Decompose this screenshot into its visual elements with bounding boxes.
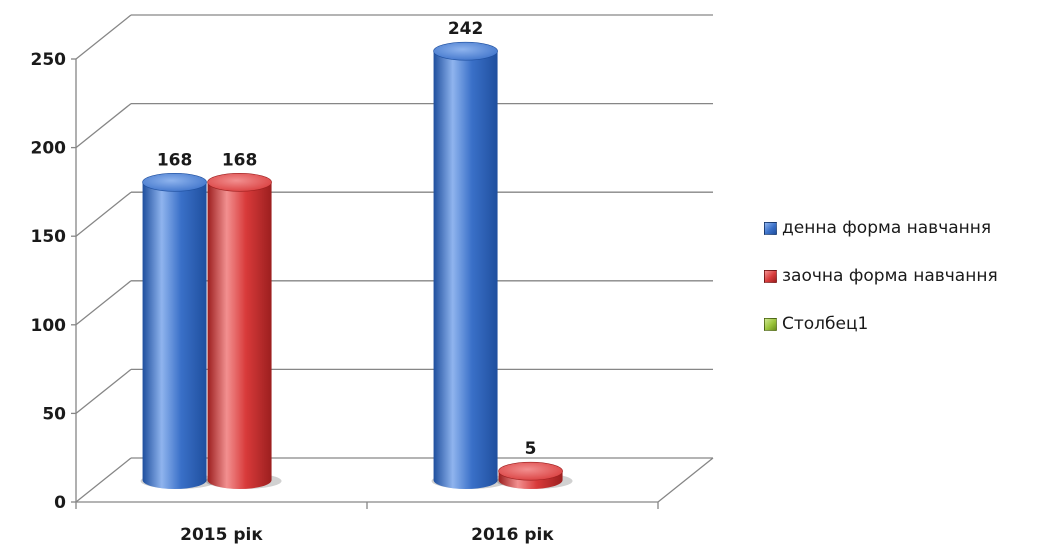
- bar: [205, 173, 282, 489]
- legend-label: заочна форма навчання: [782, 266, 998, 286]
- gridline-depth: [75, 457, 132, 503]
- legend-label: Столбец1: [782, 314, 869, 334]
- legend-swatch: [764, 317, 777, 331]
- legend-swatch: [764, 221, 777, 235]
- legend-label: денна форма навчання: [782, 218, 992, 238]
- data-label: 242: [448, 19, 484, 39]
- legend-item: денна форма навчання: [764, 216, 998, 240]
- gridline-depth: [75, 14, 132, 60]
- gridline-depth: [75, 103, 132, 149]
- data-label: 168: [222, 150, 258, 170]
- data-labels: 168 168 242 5: [157, 19, 537, 459]
- x-tick-label: 2016 рік: [471, 525, 554, 545]
- bars: [140, 41, 573, 490]
- bar: [140, 173, 217, 489]
- y-tick-label: 50: [42, 404, 66, 424]
- gridline-depth: [75, 280, 132, 326]
- data-label: 168: [157, 150, 193, 170]
- gridline-depth: [75, 191, 132, 237]
- data-label: 5: [525, 439, 537, 459]
- x-tick-label: 2015 рік: [180, 525, 263, 545]
- y-tick-label: 150: [31, 227, 67, 247]
- axes: 0 50 100 150 200 250 2015 рік 2016 рік: [31, 50, 659, 545]
- legend-swatch: [764, 269, 777, 283]
- bar: [431, 41, 508, 490]
- y-tick-label: 0: [54, 493, 66, 513]
- gridline-depth: [75, 368, 132, 414]
- bar: [496, 461, 573, 489]
- y-tick-label: 100: [31, 316, 67, 336]
- legend-item: заочна форма навчання: [764, 264, 998, 288]
- legend-item: Столбец1: [764, 312, 998, 336]
- legend: денна форма навчання заочна форма навчанн…: [764, 216, 998, 360]
- y-tick-label: 250: [31, 50, 67, 70]
- y-tick-label: 200: [31, 139, 67, 159]
